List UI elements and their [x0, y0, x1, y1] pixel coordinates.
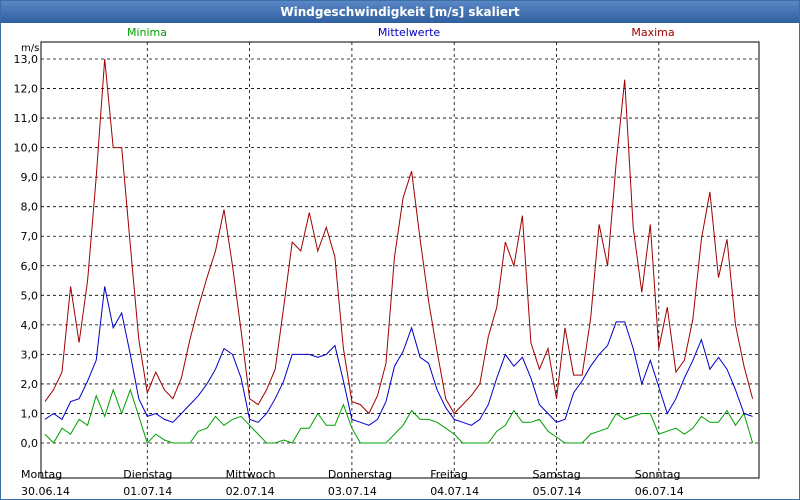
- series-line-minima: [44, 388, 754, 444]
- series-line-mittelwerte: [44, 286, 753, 426]
- x-date-label: 02.07.14: [226, 485, 275, 498]
- legend-maxima: Maxima: [631, 26, 674, 39]
- x-day-label: Sonntag: [635, 468, 681, 481]
- y-axis-unit-label: m/s: [21, 43, 39, 54]
- x-date-label: 01.07.14: [123, 485, 172, 498]
- y-tick-label: 13,0: [14, 53, 39, 66]
- grid-lines: [41, 42, 759, 478]
- y-axis-ticks: 0,0 1,0 2,0 3,0 4,0 5,0 6,0 7,0 8,0 9,0 10,0 11,0 12…: [14, 53, 39, 450]
- x-day-label: Samstag: [533, 468, 581, 481]
- x-date-label: 06.07.14: [635, 485, 684, 498]
- series-lines: [44, 58, 754, 444]
- y-tick-label: 10,0: [14, 142, 39, 155]
- x-date-label: 05.07.14: [533, 485, 582, 498]
- y-tick-label: 3,0: [21, 348, 39, 361]
- legend-minima: Minima: [127, 26, 167, 39]
- y-tick-label: 9,0: [21, 171, 39, 184]
- x-day-label: Donnerstag: [328, 468, 392, 481]
- window-title: Windgeschwindigkeit [m/s] skaliert: [1, 1, 799, 23]
- x-day-label: Freitag: [430, 468, 468, 481]
- y-tick-label: 12,0: [14, 83, 39, 96]
- series-line-maxima: [44, 58, 754, 415]
- x-date-label: 03.07.14: [328, 485, 377, 498]
- y-tick-label: 0,0: [21, 437, 39, 450]
- y-tick-label: 4,0: [21, 319, 39, 332]
- x-date-label: 30.06.14: [21, 485, 70, 498]
- x-date-label: 04.07.14: [430, 485, 479, 498]
- y-tick-label: 5,0: [21, 289, 39, 302]
- x-axis-labels: Montag 30.06.14 Dienstag 01.07.14 Mittwoch 02…: [21, 468, 684, 498]
- y-tick-label: 6,0: [21, 260, 39, 273]
- y-tick-label: 11,0: [14, 112, 39, 125]
- x-day-label: Mittwoch: [226, 468, 276, 481]
- x-day-label: Dienstag: [123, 468, 172, 481]
- wind-speed-chart: Minima Mittelwerte Maxima m/s 0,0 1,0 2,0 3…: [14, 26, 760, 498]
- legend-mittelwerte: Mittelwerte: [378, 26, 441, 39]
- y-tick-label: 8,0: [21, 201, 39, 214]
- y-tick-label: 2,0: [21, 378, 39, 391]
- plot-area: [40, 41, 760, 479]
- y-tick-label: 1,0: [21, 407, 39, 420]
- y-tick-label: 7,0: [21, 230, 39, 243]
- x-day-label: Montag: [21, 468, 62, 481]
